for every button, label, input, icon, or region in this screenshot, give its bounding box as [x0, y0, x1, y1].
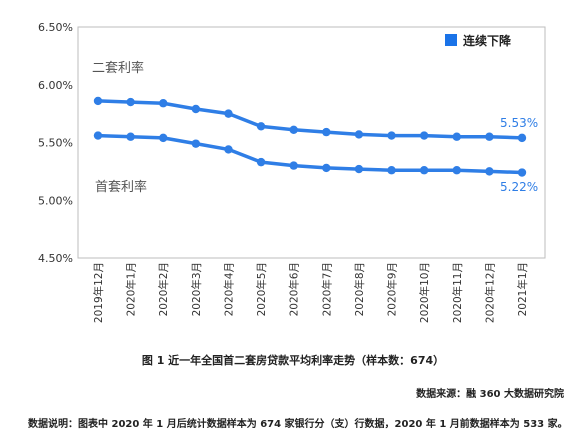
y-tick-label: 5.50%	[38, 137, 73, 150]
data-point	[289, 161, 298, 170]
x-tick-label: 2020年3月	[190, 262, 203, 316]
plot-frame	[77, 26, 546, 259]
x-tick-label: 2020年11月	[451, 262, 464, 323]
y-tick-label: 6.00%	[38, 79, 73, 92]
end-label-second-home: 5.53%	[500, 116, 538, 130]
data-point	[354, 164, 364, 174]
x-tick-label: 2020年2月	[157, 262, 170, 316]
x-tick-label: 2021年1月	[516, 262, 529, 316]
data-point	[256, 122, 266, 131]
data-point	[289, 125, 298, 134]
x-tick-label: 2020年4月	[222, 262, 235, 316]
data-point	[191, 139, 201, 148]
data-point	[517, 168, 527, 177]
series-label-second-home: 二套利率	[92, 60, 144, 76]
series-line-1	[97, 133, 523, 175]
y-tick-label: 4.50%	[38, 252, 73, 265]
x-tick-label: 2020年1月	[125, 262, 138, 316]
x-tick-label: 2020年7月	[320, 262, 333, 316]
legend: 连续下降	[445, 33, 512, 48]
data-point	[387, 131, 396, 140]
data-point	[419, 166, 429, 175]
data-point	[126, 132, 135, 141]
x-tick-label: 2020年5月	[255, 262, 268, 316]
rate-trend-chart: 6.50% 6.00% 5.50% 5.00% 4.50% 2019年12月 2020年1…	[38, 21, 546, 323]
x-tick-label: 2020年6月	[288, 262, 301, 316]
data-point	[322, 127, 331, 137]
figure-caption: 图 1 近一年全国首二套房贷款平均利率走势（样本数：674）	[141, 354, 445, 367]
x-tick-label: 2020年12月	[483, 262, 496, 323]
data-point	[256, 157, 266, 167]
y-tick-label: 5.00%	[38, 194, 73, 207]
x-tick-label: 2020年10月	[418, 262, 431, 323]
data-point	[485, 167, 494, 176]
data-point	[517, 133, 527, 143]
data-point	[159, 99, 168, 108]
data-point	[93, 131, 103, 140]
x-tick-label: 2019年12月	[92, 262, 105, 323]
data-point	[354, 130, 364, 139]
data-point	[419, 131, 429, 140]
series-label-first-home: 首套利率	[95, 179, 147, 195]
x-tick-label: 2020年8月	[353, 262, 366, 316]
y-tick-label: 6.50%	[38, 21, 73, 34]
data-point	[191, 104, 201, 114]
data-point	[452, 166, 461, 175]
x-tick-label: 2020年9月	[386, 262, 399, 316]
data-point	[126, 97, 135, 107]
data-note: 数据说明：图表中 2020 年 1 月后统计数据样本为 674 家银行分（支）行…	[28, 419, 568, 430]
data-point	[93, 96, 103, 106]
data-point	[485, 132, 494, 141]
data-point	[387, 166, 396, 175]
data-point	[159, 133, 168, 143]
end-label-first-home: 5.22%	[500, 180, 538, 194]
legend-swatch	[445, 34, 457, 46]
data-point	[452, 132, 461, 141]
series-line-0	[97, 99, 523, 140]
data-point	[322, 163, 331, 173]
data-point	[224, 109, 233, 118]
legend-label: 连续下降	[463, 33, 512, 48]
data-point	[224, 145, 233, 154]
data-source: 数据来源：融 360 大数据研究院	[416, 389, 564, 400]
